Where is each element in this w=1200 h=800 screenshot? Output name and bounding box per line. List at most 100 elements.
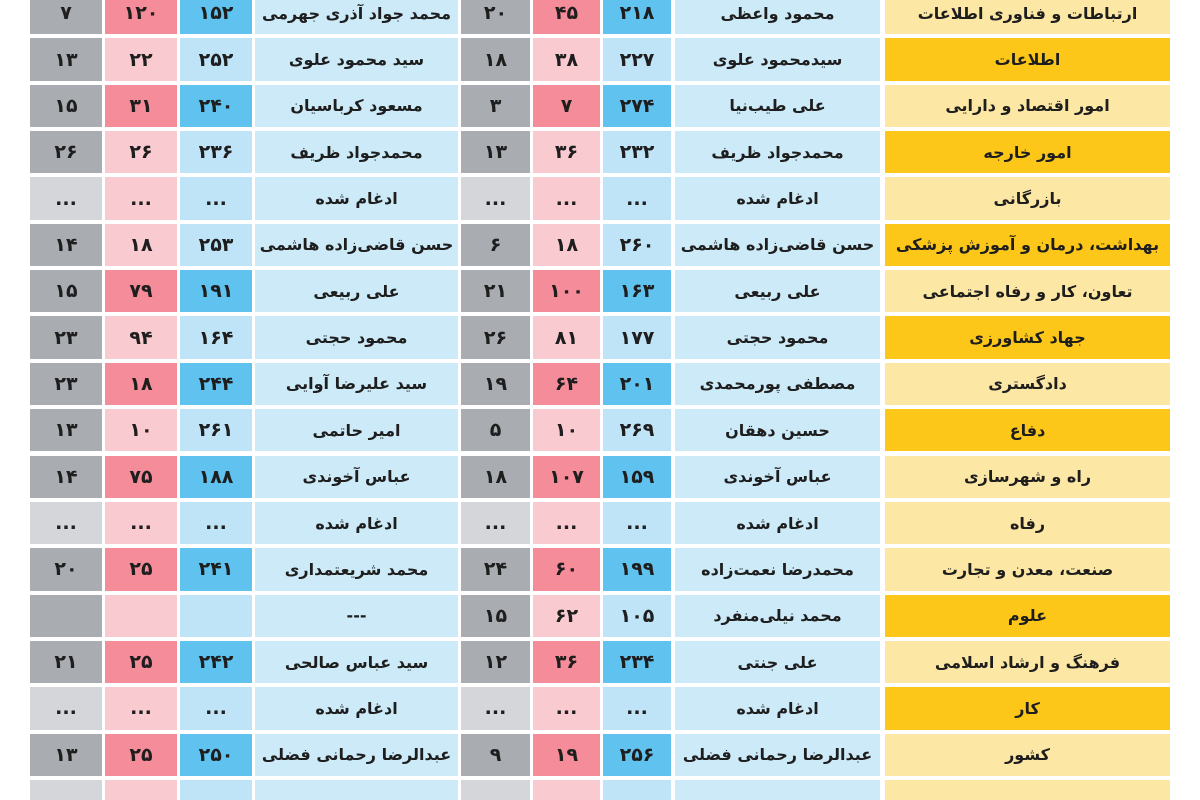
- table-cell: [255, 779, 458, 800]
- table-cell: ۱۰۷: [533, 455, 600, 498]
- table-cell: ادغام شده: [675, 177, 880, 220]
- table-cell: سید علیرضا آوایی: [255, 362, 458, 406]
- table-cell: ۳: [461, 84, 530, 128]
- table-cell: حسین دهقان: [675, 409, 880, 452]
- table-cell: ارتباطات و فناوری اطلاعات: [885, 0, 1170, 35]
- table-cell: ...: [105, 501, 177, 545]
- table-cell: ۱۹: [533, 733, 600, 776]
- table-cell: عباس آخوندی: [255, 455, 458, 498]
- table-cell: ۱۴: [30, 223, 102, 267]
- table-cell: علی جنتی: [675, 640, 880, 684]
- table-cell: ۲۵۶: [603, 733, 671, 776]
- table-cell: ...: [180, 177, 252, 220]
- table-cell: ۲۴۲: [180, 640, 252, 684]
- table-cell: ۱۳: [461, 131, 530, 174]
- table-cell: راه و شهرسازی: [885, 455, 1170, 498]
- table-cell: ۱۸: [105, 223, 177, 267]
- table-cell: ۱۸: [533, 223, 600, 267]
- table-cell: ۸۱: [533, 316, 600, 359]
- table-cell: ۱۶۳: [603, 270, 671, 313]
- table-cell: ۱۸: [105, 362, 177, 406]
- table-cell: محمدجواد ظریف: [675, 131, 880, 174]
- table-cell: ۲۴۰: [180, 84, 252, 128]
- table-cell: ...: [603, 687, 671, 730]
- table-cell: ۲۳: [30, 316, 102, 359]
- table-cell: حسن قاضی‌زاده هاشمی: [255, 223, 458, 267]
- table-cell: سیدمحمود علوی: [675, 38, 880, 81]
- table-cell: ...: [30, 177, 102, 220]
- table-cell: ۲۵: [105, 640, 177, 684]
- table-cell: ...: [603, 177, 671, 220]
- table-cell: جهاد کشاورزی: [885, 316, 1170, 359]
- table-cell: ۲۱: [461, 270, 530, 313]
- table-cell: ۲۱: [30, 640, 102, 684]
- table-cell: [180, 779, 252, 800]
- table-cell: محمود واعظی: [675, 0, 880, 35]
- table-cell: کار: [885, 687, 1170, 730]
- table-cell: ...: [533, 177, 600, 220]
- table-cell: ۲۲۷: [603, 38, 671, 81]
- table-cell: ۲۵: [105, 548, 177, 591]
- table-cell: علی طیب‌نیا: [675, 84, 880, 128]
- table-cell: ...: [461, 177, 530, 220]
- table-cell: ۲۴۴: [180, 362, 252, 406]
- table-cell: دفاع: [885, 409, 1170, 452]
- table-cell: ۷۵: [105, 455, 177, 498]
- table-cell: [603, 779, 671, 800]
- table-cell: بازرگانی: [885, 177, 1170, 220]
- table-cell: ۲۱۸: [603, 0, 671, 35]
- table-cell: ۱۸۸: [180, 455, 252, 498]
- table-cell: ۱۰۵: [603, 594, 671, 637]
- table-cell: ۲۵۲: [180, 38, 252, 81]
- table-cell: ۱۳: [30, 733, 102, 776]
- table-cell: ۵: [461, 409, 530, 452]
- table-cell: دادگستری: [885, 362, 1170, 406]
- table-cell: ۱۵۹: [603, 455, 671, 498]
- table-cell: ...: [105, 177, 177, 220]
- table-cell: ۱۰۰: [533, 270, 600, 313]
- table-cell: ...: [105, 687, 177, 730]
- table-cell: ۱۴: [30, 455, 102, 498]
- table-cell: ۲۴۱: [180, 548, 252, 591]
- table-cell: ۳۸: [533, 38, 600, 81]
- table-cell: امور خارجه: [885, 131, 1170, 174]
- table-cell: [180, 594, 252, 637]
- table-cell: ۲۳۴: [603, 640, 671, 684]
- table-cell: ...: [461, 687, 530, 730]
- table-cell: بهداشت، درمان و آموزش پزشکی: [885, 223, 1170, 267]
- table-cell: ۱۰: [105, 409, 177, 452]
- table-cell: امیر حاتمی: [255, 409, 458, 452]
- table-cell: ۲۶۱: [180, 409, 252, 452]
- table-cell: ۷: [533, 84, 600, 128]
- table-cell: ۲۵۳: [180, 223, 252, 267]
- table-cell: ۱۸: [461, 455, 530, 498]
- table-cell: ۱۶۴: [180, 316, 252, 359]
- table-cell: ۱۳: [30, 409, 102, 452]
- table-cell: ۲۵: [105, 733, 177, 776]
- table-cell: عبدالرضا رحمانی فضلی: [675, 733, 880, 776]
- table-cell: ۲۶: [30, 131, 102, 174]
- table-cell: ۲۶: [461, 316, 530, 359]
- table-cell: ۲۲: [105, 38, 177, 81]
- table-cell: ۳۱: [105, 84, 177, 128]
- table-cell: ۲۶۹: [603, 409, 671, 452]
- table-cell: [105, 779, 177, 800]
- table-cell: رفاه: [885, 501, 1170, 545]
- table-cell: ۲۴: [461, 548, 530, 591]
- table-cell: محمد نیلی‌منفرد: [675, 594, 880, 637]
- table-cell: ۹۴: [105, 316, 177, 359]
- table-cell: علی ربیعی: [255, 270, 458, 313]
- table-cell: [885, 779, 1170, 800]
- table-cell: [30, 779, 102, 800]
- table-cell: [461, 779, 530, 800]
- table-cell: ۱۸: [461, 38, 530, 81]
- table-cell: محمد جواد آذری جهرمی: [255, 0, 458, 35]
- table-cell: ۶۴: [533, 362, 600, 406]
- table-cell: علی ربیعی: [675, 270, 880, 313]
- table-cell: ۴۵: [533, 0, 600, 35]
- table-cell: ...: [461, 501, 530, 545]
- table-cell: ۱۰: [533, 409, 600, 452]
- table-cell: ادغام شده: [675, 501, 880, 545]
- table-cell: ۲۶: [105, 131, 177, 174]
